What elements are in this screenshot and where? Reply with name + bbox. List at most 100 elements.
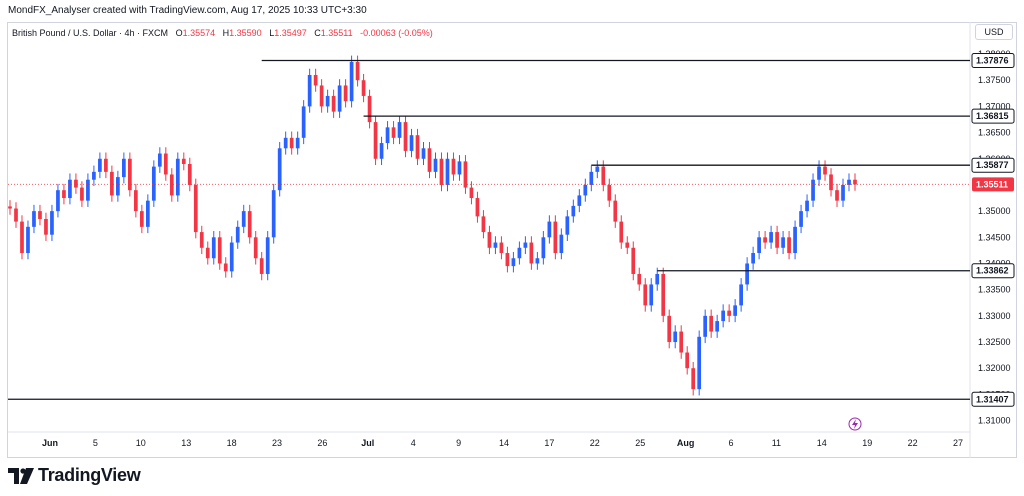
candle-body bbox=[655, 273, 660, 285]
candle-body bbox=[565, 216, 570, 235]
candle-body bbox=[32, 211, 36, 227]
candle-body bbox=[787, 237, 791, 254]
candle-body bbox=[26, 226, 30, 254]
candle-body bbox=[499, 242, 504, 254]
y-tick-label: 1.31000 bbox=[978, 416, 1011, 426]
candle-body bbox=[253, 237, 258, 259]
candle-body bbox=[703, 315, 708, 337]
current-price-badge bbox=[972, 177, 1014, 192]
symbol-name[interactable]: British Pound / U.S. Dollar · 4h · FXCM bbox=[12, 28, 169, 38]
candle-body bbox=[74, 179, 78, 188]
candle-body bbox=[697, 336, 702, 390]
level-badge-label: 1.36815 bbox=[976, 111, 1009, 121]
candle-body bbox=[295, 137, 300, 149]
candle-body bbox=[487, 232, 492, 248]
candle-body bbox=[667, 315, 672, 343]
candle-body bbox=[163, 153, 168, 175]
level-badge-label: 1.31407 bbox=[976, 394, 1009, 404]
candle-body bbox=[529, 242, 534, 264]
candle-body bbox=[343, 85, 348, 102]
candle-body bbox=[223, 263, 228, 272]
candle-body bbox=[475, 198, 480, 217]
candle-body bbox=[421, 148, 426, 159]
y-tick-label: 1.33000 bbox=[978, 311, 1011, 321]
candle-body bbox=[151, 166, 156, 201]
candle-body bbox=[241, 211, 246, 227]
candle-body bbox=[122, 158, 126, 178]
candle-body bbox=[229, 242, 234, 272]
candle-body bbox=[811, 179, 815, 201]
credit-text: MondFX_Analyser created with TradingView… bbox=[8, 5, 367, 16]
candle-body bbox=[68, 179, 72, 199]
x-tick-label: 4 bbox=[411, 438, 416, 448]
candle-body bbox=[751, 253, 755, 264]
y-tick-label: 1.33500 bbox=[978, 285, 1011, 295]
candle-body bbox=[469, 187, 474, 199]
candle-body bbox=[835, 190, 839, 201]
candle-body bbox=[589, 171, 594, 185]
candle-body bbox=[14, 208, 18, 222]
candle-body bbox=[493, 242, 498, 248]
candle-body bbox=[685, 352, 690, 369]
candle-body bbox=[271, 190, 276, 238]
candle-body bbox=[739, 284, 743, 306]
low-value: 1.35497 bbox=[274, 28, 307, 38]
candle-body bbox=[445, 158, 450, 185]
candle-body bbox=[307, 74, 312, 107]
level-badge-label: 1.35877 bbox=[976, 160, 1009, 170]
close-value: 1.35511 bbox=[320, 28, 353, 38]
candle-body bbox=[379, 143, 384, 159]
candle-body bbox=[547, 221, 552, 238]
candle-body bbox=[763, 237, 767, 243]
candle-body bbox=[631, 247, 636, 274]
x-tick-label: 18 bbox=[227, 438, 237, 448]
candle-body bbox=[98, 158, 102, 172]
candle-body bbox=[559, 234, 564, 254]
level-badge-label: 1.37876 bbox=[976, 56, 1009, 66]
candle-body bbox=[92, 171, 96, 180]
candle-body bbox=[80, 187, 84, 201]
level-badge bbox=[971, 108, 1015, 124]
candle-body bbox=[391, 127, 396, 138]
candle-body bbox=[451, 158, 456, 175]
level-badge bbox=[971, 391, 1015, 407]
candle-body bbox=[541, 237, 546, 259]
candle-body bbox=[349, 61, 354, 102]
x-tick-label: 27 bbox=[953, 438, 963, 448]
candle-body bbox=[607, 184, 612, 201]
candle-body bbox=[511, 258, 516, 267]
symbol-legend: British Pound / U.S. Dollar · 4h · FXCM … bbox=[12, 28, 433, 38]
tradingview-logo-icon bbox=[8, 467, 34, 484]
candle-body bbox=[415, 135, 420, 159]
candle-body bbox=[409, 135, 414, 151]
x-tick-label: 13 bbox=[181, 438, 191, 448]
x-tick-label: 10 bbox=[136, 438, 146, 448]
candle-body bbox=[427, 148, 432, 172]
change-value: -0.00063 (-0.05%) bbox=[360, 28, 433, 38]
x-tick-label: 17 bbox=[544, 438, 554, 448]
candle-body bbox=[829, 174, 833, 191]
candle-body bbox=[715, 321, 720, 332]
candle-body bbox=[733, 305, 737, 316]
candle-body bbox=[625, 242, 630, 248]
candle-body bbox=[104, 158, 108, 172]
currency-button[interactable]: USD bbox=[975, 24, 1013, 40]
candle-body bbox=[577, 195, 582, 206]
candle-body bbox=[799, 211, 803, 227]
x-tick-label: 23 bbox=[272, 438, 282, 448]
high-value: 1.35590 bbox=[229, 28, 262, 38]
candle-body bbox=[619, 221, 624, 243]
x-tick-label: 14 bbox=[499, 438, 509, 448]
candle-body bbox=[181, 158, 186, 165]
x-tick-label: 26 bbox=[317, 438, 327, 448]
candle-body bbox=[133, 190, 138, 212]
candle-body bbox=[265, 237, 270, 274]
candle-body bbox=[205, 247, 210, 259]
candle-body bbox=[439, 158, 444, 185]
x-tick-label: Jun bbox=[42, 438, 58, 448]
candle-body bbox=[110, 171, 114, 196]
candle-body bbox=[355, 61, 360, 81]
x-tick-label: Aug bbox=[677, 438, 695, 448]
candle-body bbox=[709, 315, 714, 332]
